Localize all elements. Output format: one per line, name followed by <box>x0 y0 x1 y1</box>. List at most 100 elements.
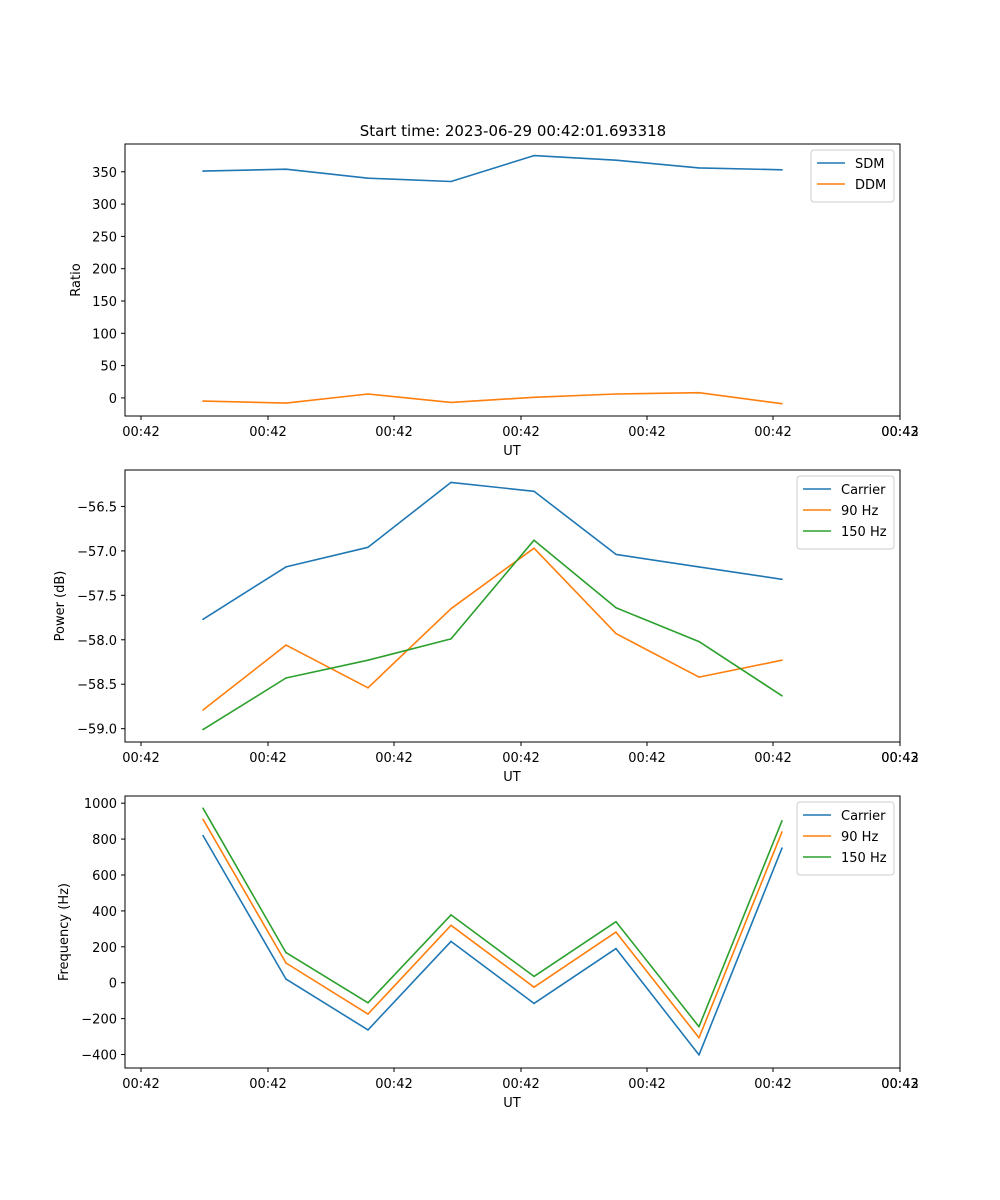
legend-label: Carrier <box>841 483 886 498</box>
data-point <box>698 566 700 568</box>
data-point <box>202 807 204 809</box>
data-point <box>367 659 369 661</box>
data-point <box>367 393 369 395</box>
data-point <box>367 546 369 549</box>
y-tick-label: −57.5 <box>77 589 117 604</box>
x-tick-label: 00:43 <box>881 1077 918 1092</box>
data-point <box>533 975 535 978</box>
y-tick-label: 100 <box>92 327 117 342</box>
data-point <box>781 659 783 661</box>
data-point <box>533 490 535 493</box>
series-line-150-hz <box>202 807 783 1028</box>
y-tick-label: 400 <box>92 905 117 920</box>
y-tick-label: −58.5 <box>77 678 117 693</box>
data-point <box>781 847 783 849</box>
data-point <box>615 159 617 161</box>
axes-frame <box>124 143 901 417</box>
data-point <box>533 396 535 399</box>
legend-label: DDM <box>855 178 886 193</box>
data-point <box>202 818 204 821</box>
data-point <box>285 566 287 568</box>
data-point <box>615 607 617 609</box>
y-tick-label: 150 <box>92 295 117 310</box>
data-point <box>285 951 287 954</box>
data-point <box>450 940 452 943</box>
x-tick-label: 00:42 <box>628 425 665 440</box>
axes-frame <box>124 795 901 1069</box>
x-tick-label: 00:43 <box>881 425 918 440</box>
data-point <box>781 820 783 822</box>
y-tick-label: 1000 <box>84 797 117 812</box>
data-point <box>202 728 204 731</box>
series-line-90-hz <box>202 818 783 1039</box>
panel-2: 00:42 00:42 00:42 00:42 00:42 00:42 00:4200:43… <box>53 469 919 785</box>
x-tick-label: 00:42 <box>502 425 539 440</box>
y-axis-label: Ratio <box>69 263 84 296</box>
legend-label: Carrier <box>841 809 886 824</box>
y-tick-label: −56.5 <box>77 500 117 515</box>
series-line-sdm <box>202 154 783 183</box>
data-point <box>450 481 452 484</box>
y-tick-label: −200 <box>81 1013 117 1028</box>
data-point <box>781 831 783 833</box>
data-point <box>450 914 452 916</box>
series-line-ddm <box>202 391 783 405</box>
y-tick-label: −57.0 <box>77 545 117 560</box>
x-tick-label: 00:42 <box>375 425 412 440</box>
x-tick-label: 00:43 <box>881 751 918 766</box>
y-tick-label: −400 <box>81 1049 117 1064</box>
data-point <box>450 401 452 404</box>
y-axis-label: Frequency (Hz) <box>57 883 72 981</box>
y-tick-label: 600 <box>92 869 117 884</box>
panel-3: 00:42 00:42 00:42 00:42 00:42 00:42 00:4200:43… <box>57 795 919 1111</box>
data-point <box>202 170 204 172</box>
y-tick-label: 0 <box>109 392 117 407</box>
legend-label: 90 Hz <box>841 504 878 519</box>
x-tick-label: 00:42 <box>122 751 159 766</box>
data-point <box>781 578 783 581</box>
data-point <box>533 986 535 988</box>
x-axis-label: UT <box>503 1096 521 1111</box>
figure-title: Start time: 2023-06-29 00:42:01.693318 <box>360 122 666 140</box>
data-point <box>533 547 535 549</box>
x-tick-label: 00:42 <box>881 1077 918 1092</box>
data-point <box>533 1002 535 1005</box>
data-point <box>367 1002 369 1004</box>
data-point <box>615 393 617 395</box>
data-point <box>533 539 535 541</box>
data-point <box>698 167 700 169</box>
legend: SDM DDM <box>810 149 895 203</box>
data-point <box>367 1029 369 1031</box>
panels: 00:42 00:42 00:42 00:42 00:42 00:42 00:4200:43… <box>53 143 919 1111</box>
data-point <box>615 931 617 933</box>
y-tick-label: 350 <box>92 166 117 181</box>
data-point <box>781 695 783 697</box>
y-tick-label: −58.0 <box>77 634 117 649</box>
data-point <box>202 618 204 621</box>
data-point <box>285 677 287 679</box>
y-tick-label: 250 <box>92 230 117 245</box>
legend-label: SDM <box>855 157 884 172</box>
y-tick-label: 300 <box>92 198 117 213</box>
data-point <box>615 947 617 950</box>
data-point <box>285 168 287 170</box>
x-tick-label: 00:42 <box>628 1077 665 1092</box>
data-point <box>615 632 617 635</box>
x-tick-label: 00:42 <box>122 1077 159 1092</box>
data-point <box>450 607 452 610</box>
y-tick-label: 800 <box>92 833 117 848</box>
data-point <box>698 676 700 678</box>
y-axis-label: Power (dB) <box>53 571 68 642</box>
series-line-carrier <box>202 481 783 620</box>
series-line-150-hz <box>202 539 783 731</box>
x-tick-label: 00:42 <box>754 425 791 440</box>
x-tick-label: 00:42 <box>628 751 665 766</box>
x-tick-label: 00:42 <box>754 1077 791 1092</box>
x-tick-label: 00:42 <box>502 751 539 766</box>
data-point <box>367 1013 369 1015</box>
x-tick-label: 00:42 <box>881 425 918 440</box>
data-point <box>202 834 204 837</box>
legend-label: 150 Hz <box>841 851 887 866</box>
data-point <box>450 638 452 640</box>
